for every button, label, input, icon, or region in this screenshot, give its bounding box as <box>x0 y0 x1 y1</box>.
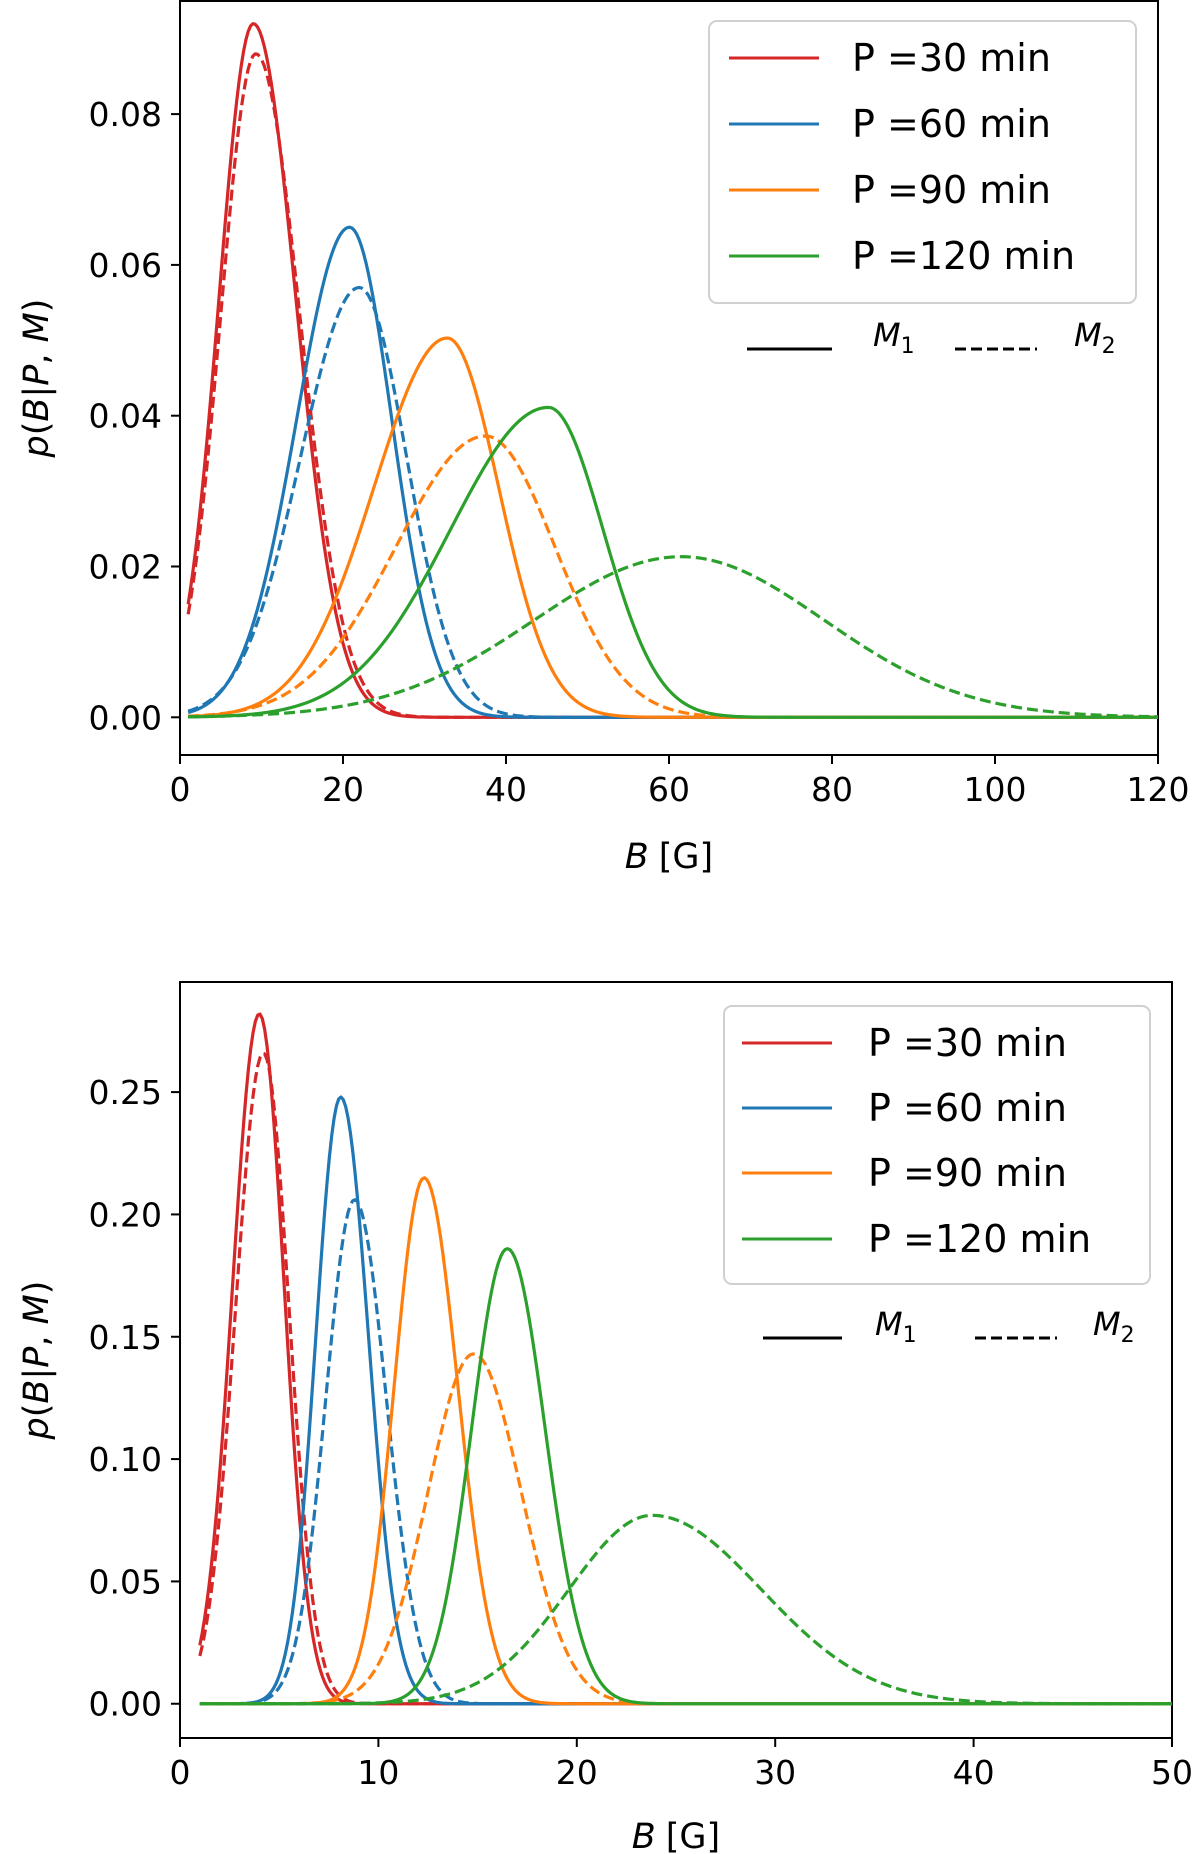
axes-ticks-bottom: 0 10 20 30 40 50 0.00 0.05 0.10 0.15 0.20 0.25 <box>89 1073 1193 1792</box>
legend-box-bottom <box>723 1005 1151 1285</box>
y-tick-label-bottom: 0.20 <box>89 1195 162 1234</box>
m1-label-bottom: M1 <box>875 1305 917 1348</box>
x-tick-label-bottom: 30 <box>754 1753 796 1792</box>
y-tick-label-bottom: 0.05 <box>89 1562 162 1601</box>
x-axis-label-bottom: B [G] <box>632 1817 720 1854</box>
series-line-120min-m1-bottom <box>199 1247 1172 1706</box>
series-line-30min-m2-top <box>186 52 1158 719</box>
y-tick-label-top: 0.02 <box>89 548 162 587</box>
x-tick-label-top: 60 <box>648 770 690 809</box>
x-tick-label-bottom: 40 <box>953 1753 995 1792</box>
series-line-90min-m2-bottom <box>199 1352 1172 1706</box>
legend-top: P =30 min P =60 min P =90 min P =120 min <box>708 20 1137 304</box>
y-axis-label-bottom: p(B|P, M) <box>17 1281 57 1441</box>
x-tick-label-bottom: 20 <box>556 1753 598 1792</box>
plot-frame-bottom <box>179 981 1173 1739</box>
x-tick-label-top: 20 <box>322 770 364 809</box>
series-line-90min-m1-top <box>188 336 1158 719</box>
x-tick-label-top: 80 <box>811 770 853 809</box>
series-line-120min-m1-top <box>188 405 1158 719</box>
x-tick-label-top: 0 <box>170 770 191 809</box>
x-tick-label-top: 120 <box>1127 770 1190 809</box>
x-tick-label-top: 40 <box>485 770 527 809</box>
y-tick-label-top: 0.04 <box>89 397 162 436</box>
model-legend-top: M1 M2 <box>747 316 1116 359</box>
y-axis-label-top: p(B|P, M) <box>17 299 57 459</box>
legend-label-p60-bottom: P =60 min <box>868 1086 1067 1130</box>
x-tick-label-bottom: 0 <box>170 1753 191 1792</box>
m2-label-bottom: M2 <box>1093 1305 1135 1348</box>
y-tick-label-top: 0.06 <box>89 246 162 285</box>
legend-label-p120-bottom: P =120 min <box>868 1217 1091 1261</box>
x-axis-label-top: B [G] <box>625 837 713 877</box>
series-line-120min-m2-top <box>188 555 1159 719</box>
x-tick-label-top: 100 <box>964 770 1027 809</box>
legend-label-p30-top: P =30 min <box>852 36 1051 80</box>
legend-bottom: P =30 min P =60 min P =90 min P =120 min <box>723 1005 1151 1285</box>
y-tick-label-top: 0.08 <box>89 95 162 134</box>
y-tick-label-top: 0.00 <box>89 698 162 737</box>
x-tick-label-bottom: 50 <box>1151 1753 1193 1792</box>
legend-label-p60-top: P =60 min <box>852 102 1051 146</box>
y-tick-label-bottom: 0.10 <box>89 1440 162 1479</box>
m1-label-top: M1 <box>873 316 915 359</box>
plot-area-top <box>186 22 1159 719</box>
series-line-90min-m2-top <box>188 434 1158 719</box>
y-tick-label-bottom: 0.15 <box>89 1318 162 1357</box>
legend-label-p90-bottom: P =90 min <box>868 1151 1067 1195</box>
legend-box-top <box>708 20 1137 304</box>
chart-bottom: 0 10 20 30 40 50 0.00 0.05 0.10 0.15 0.20 0.25 P =3… <box>17 981 1193 1854</box>
legend-label-p90-top: P =90 min <box>852 168 1051 212</box>
y-tick-label-bottom: 0.00 <box>89 1685 162 1724</box>
legend-label-p120-top: P =120 min <box>852 234 1075 278</box>
x-tick-label-bottom: 10 <box>357 1753 399 1792</box>
series-line-120min-m2-bottom <box>199 1513 1172 1706</box>
m2-label-top: M2 <box>1074 316 1116 359</box>
y-tick-label-bottom: 0.25 <box>89 1073 162 1112</box>
axes-ticks-top: 0 20 40 60 80 100 120 0.00 0.02 0.04 0.06 0.08 <box>89 95 1190 809</box>
legend-label-p30-bottom: P =30 min <box>868 1021 1067 1065</box>
chart-top: 0 20 40 60 80 100 120 0.00 0.02 0.04 0.06 0.08 P =3… <box>17 0 1190 877</box>
plot-area-bottom <box>198 1012 1172 1706</box>
model-legend-bottom: M1 M2 <box>763 1305 1135 1348</box>
